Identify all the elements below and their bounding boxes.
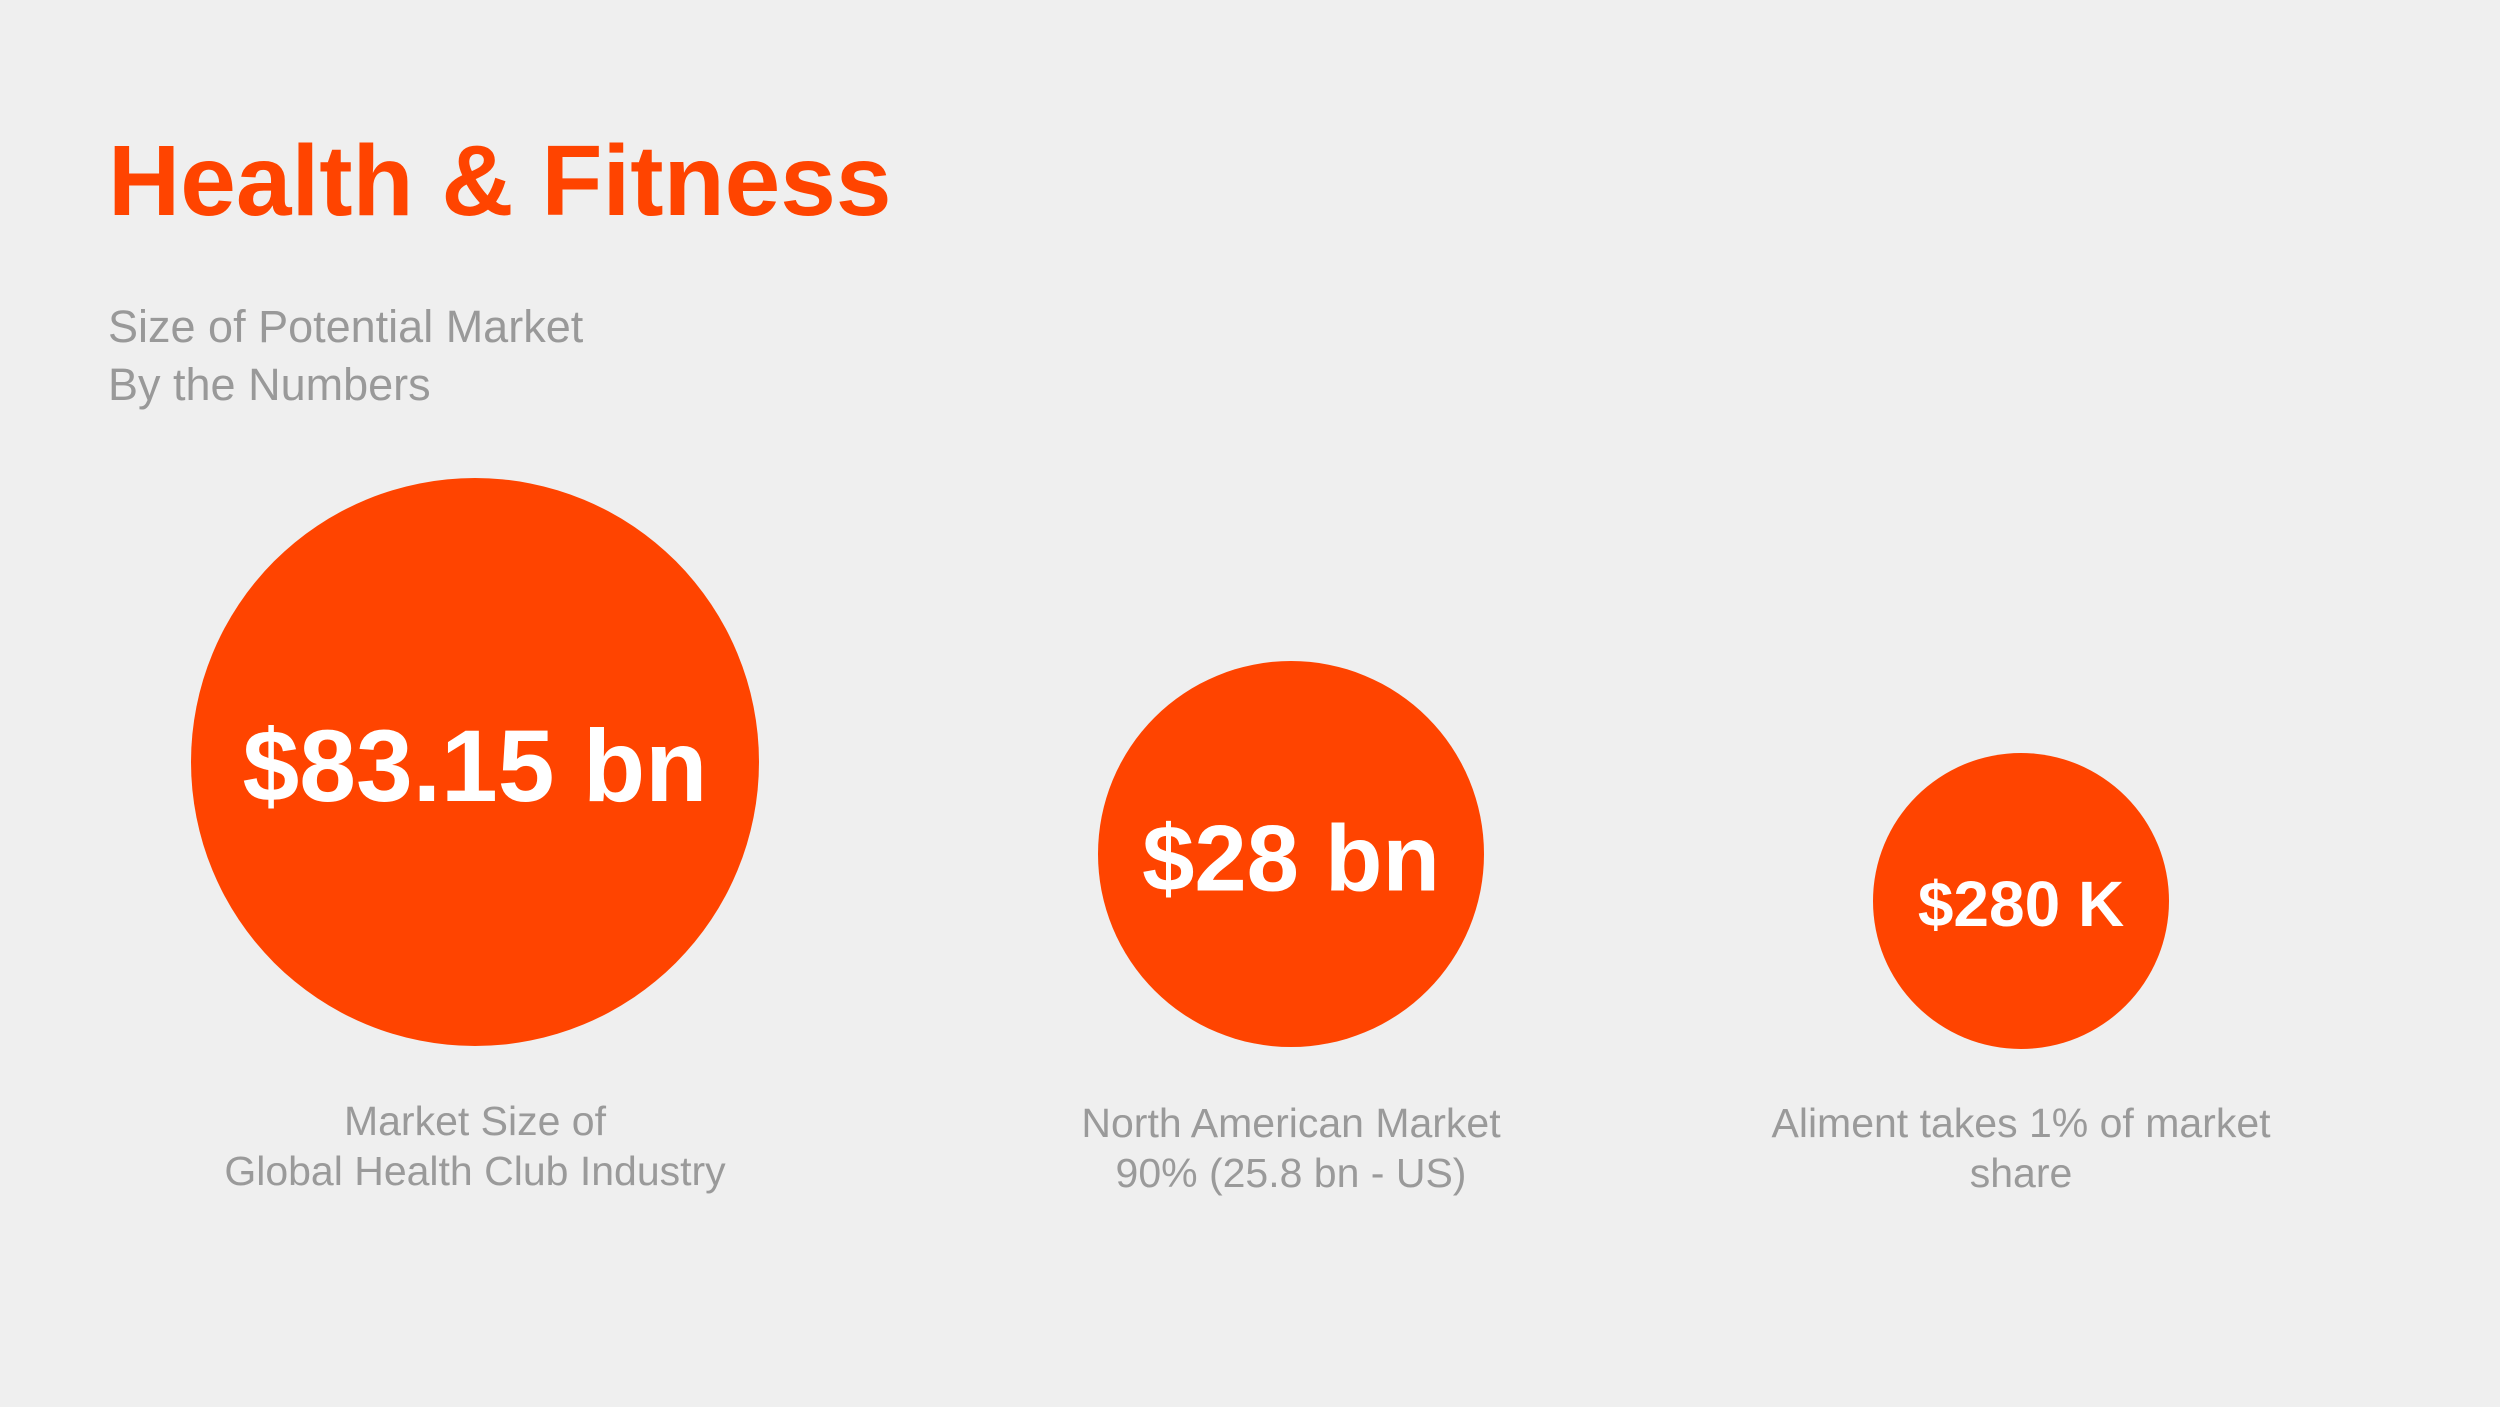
subtitle-line: By the Numbers bbox=[108, 359, 431, 410]
circle bbox=[191, 478, 759, 1046]
circle bbox=[1873, 753, 2169, 1049]
caption-line: share bbox=[1970, 1150, 2073, 1196]
caption-line: 90% (25.8 bn - US) bbox=[1116, 1150, 1467, 1196]
caption-line: Global Health Club Industry bbox=[224, 1148, 726, 1194]
value-label: $28 bn bbox=[1142, 806, 1440, 911]
subtitle-line: Size of Potential Market bbox=[108, 301, 584, 352]
caption-line: North American Market bbox=[1081, 1100, 1501, 1146]
value-label: $83.15 bn bbox=[243, 709, 708, 823]
circle bbox=[1098, 661, 1484, 1047]
title: Health & Fitness bbox=[108, 125, 892, 237]
caption-line: Aliment takes 1% of market bbox=[1771, 1100, 2271, 1146]
value-label: $280 K bbox=[1918, 868, 2124, 940]
caption-line: Market Size of bbox=[344, 1098, 607, 1144]
